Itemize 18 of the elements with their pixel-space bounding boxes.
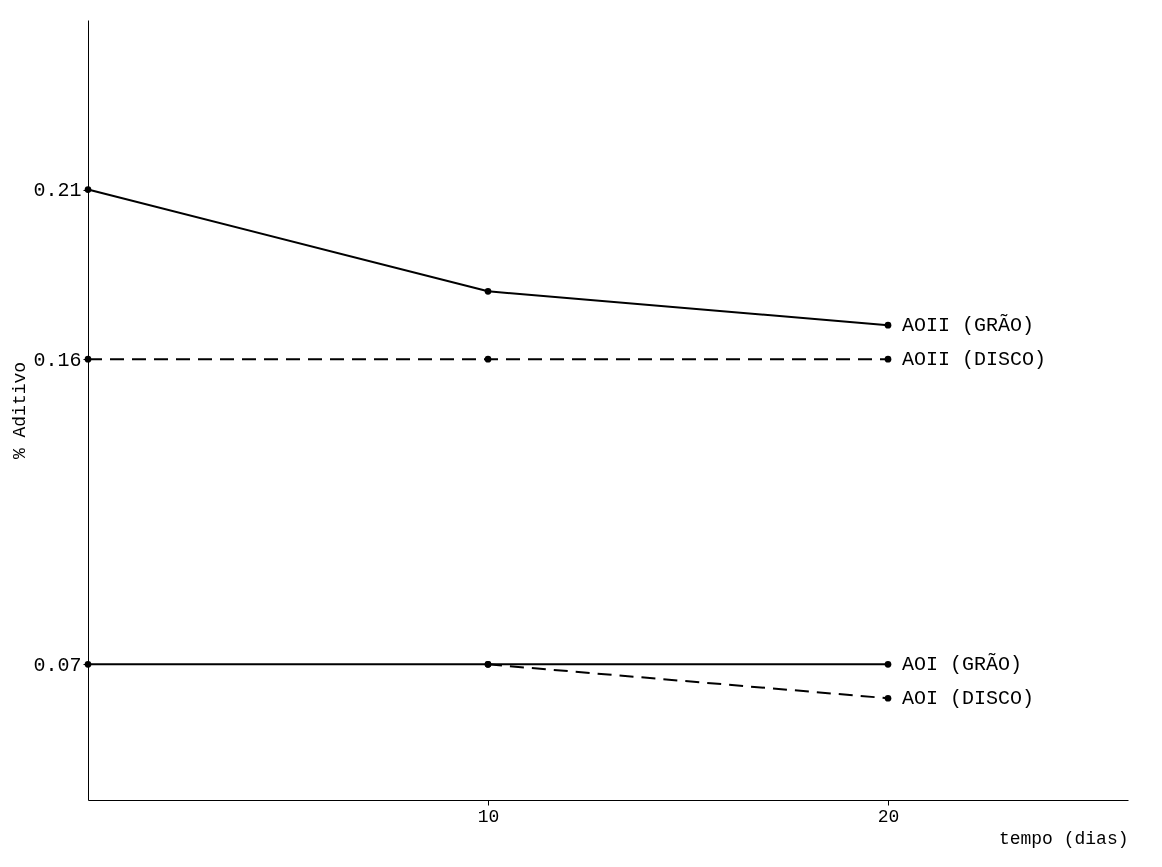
y-tick-label: 0.21 — [33, 179, 82, 203]
point — [884, 694, 892, 702]
series-label: AOII (GRÃO) — [902, 313, 1035, 338]
x-tick-label: 20 — [877, 806, 900, 827]
y-tick-label: 0.16 — [33, 348, 82, 372]
point — [884, 321, 892, 329]
x-axis-title: tempo (dias) — [998, 828, 1129, 849]
y-axis-title: % Aditivo — [10, 361, 31, 460]
point — [484, 355, 492, 363]
point — [884, 661, 892, 668]
y-tick-label: 0.07 — [33, 653, 82, 677]
series-label: AOI (DISCO) — [902, 687, 1035, 711]
x-tick-label: 10 — [477, 806, 500, 827]
series-label: AOI (GRÃO) — [902, 652, 1023, 677]
point — [84, 355, 92, 363]
series-label: AOII (DISCO) — [902, 348, 1047, 372]
point — [884, 355, 892, 363]
point — [484, 287, 492, 295]
